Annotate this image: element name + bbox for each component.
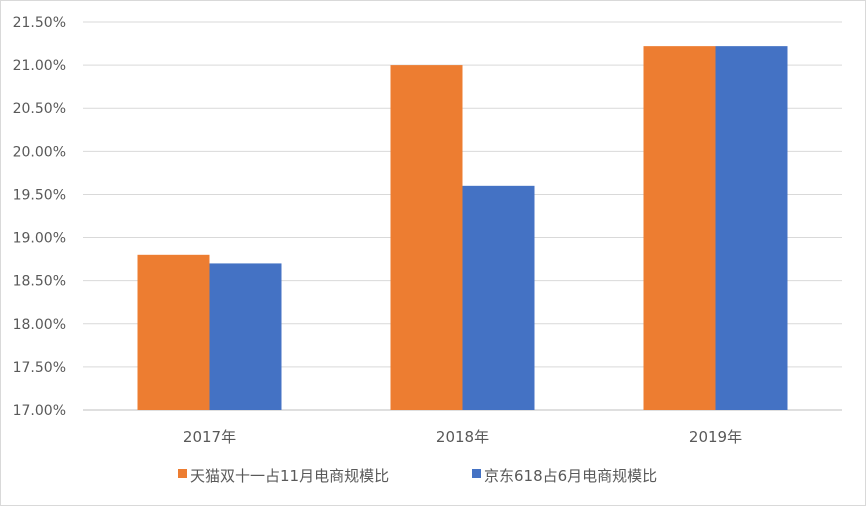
legend-label: 天猫双十一占11月电商规模比 bbox=[190, 467, 389, 485]
bar-tmall-2 bbox=[643, 46, 716, 411]
legend: 天猫双十一占11月电商规模比 京东618占6月电商规模比 bbox=[178, 467, 657, 485]
y-axis: 17.00% 17.50% 18.00% 18.50% 19.00% 19.50% 20.0… bbox=[13, 15, 66, 419]
y-tick-label: 17.50% bbox=[13, 360, 66, 376]
legend-label: 京东618占6月电商规模比 bbox=[484, 467, 657, 485]
bar-jd-0 bbox=[209, 263, 282, 410]
x-tick-label: 2018年 bbox=[436, 428, 489, 446]
bar-tmall-1 bbox=[390, 65, 463, 410]
y-tick-label: 21.00% bbox=[13, 58, 66, 74]
x-tick-label: 2017年 bbox=[183, 428, 236, 446]
y-tick-label: 20.00% bbox=[13, 144, 66, 160]
x-tick-label: 2019年 bbox=[689, 428, 742, 446]
bar-jd-1 bbox=[462, 185, 535, 410]
y-tick-label: 18.00% bbox=[13, 317, 66, 333]
bar-jd-2 bbox=[715, 46, 788, 411]
y-tick-label: 21.50% bbox=[13, 15, 66, 31]
y-tick-label: 18.50% bbox=[13, 274, 66, 290]
legend-swatch bbox=[472, 469, 481, 478]
bars bbox=[137, 46, 788, 411]
bar-tmall-0 bbox=[137, 254, 210, 410]
y-tick-label: 17.00% bbox=[13, 403, 66, 419]
y-tick-label: 20.50% bbox=[13, 101, 66, 117]
y-tick-label: 19.00% bbox=[13, 231, 66, 247]
y-tick-label: 19.50% bbox=[13, 187, 66, 203]
legend-swatch bbox=[178, 469, 187, 478]
x-axis: 2017年 2018年 2019年 bbox=[183, 428, 742, 446]
